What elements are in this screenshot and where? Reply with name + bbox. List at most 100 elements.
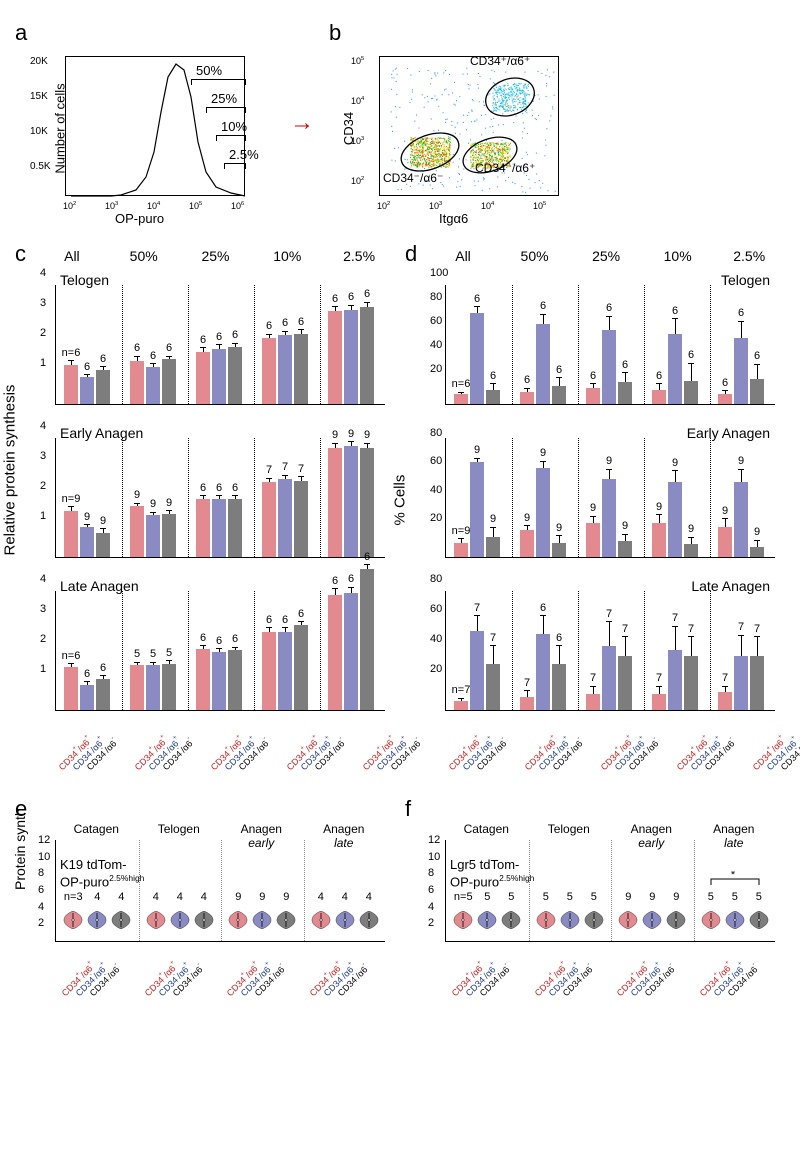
chart-area: n=666555666666666 (55, 591, 385, 711)
n-label: 5 (567, 891, 573, 903)
n-label: 6 (232, 329, 238, 341)
chart-block: 1234Telogenn=666666666666666 (15, 267, 395, 417)
bar: 6 (734, 338, 748, 404)
ytick: 1 (40, 663, 46, 675)
n-label: 6 (540, 300, 546, 312)
bar: 9 (162, 514, 176, 558)
violin-shape (500, 911, 522, 929)
n-label: 9 (625, 891, 631, 903)
n-label: 6 (688, 349, 694, 361)
n-label: 9 (524, 512, 530, 524)
divider (139, 840, 140, 941)
ytick: 80 (430, 427, 442, 439)
ytick: 4 (40, 267, 46, 279)
x-cat-group: CD34+/α6+CD34-/α6+CD34-/α6- (693, 947, 776, 1012)
bar-group: n=999 (454, 462, 500, 557)
row-1: a Number of cells 50%25%10%2.5% 20K15K10… (15, 20, 785, 226)
group-header: 10% (642, 248, 714, 264)
xtick: 105 (533, 201, 546, 211)
bar: 6 (520, 392, 534, 404)
n-label: 6 (200, 482, 206, 494)
bar-group: 999 (718, 482, 764, 557)
violin-shape (700, 911, 722, 929)
n-label: 5 (508, 891, 514, 903)
bar: 6 (360, 569, 374, 710)
group-header: 10% (251, 248, 323, 264)
group-header: 25% (570, 248, 642, 264)
ytick: 6 (428, 884, 434, 896)
bar-group: 666 (328, 569, 374, 710)
bar: 9 (486, 537, 500, 557)
panel-a-wrapper: a Number of cells 50%25%10%2.5% 20K15K10… (15, 20, 275, 226)
bar: 6 (328, 311, 342, 404)
n-label: 9 (364, 429, 370, 441)
bar-group: 555 (130, 664, 176, 711)
violin-shape (169, 911, 191, 929)
xtick: 106 (231, 201, 244, 211)
ytick: 20K (30, 56, 48, 67)
bar: 6 (668, 334, 682, 404)
bar: 6 (750, 379, 764, 404)
bar: n=6 (454, 394, 468, 404)
bar-group: 666 (718, 338, 764, 404)
divider (254, 438, 255, 557)
divider (611, 840, 612, 941)
n-label: 6 (216, 482, 222, 494)
bar-group: 999 (586, 479, 632, 557)
n-label: n=7 (452, 684, 471, 696)
n-label: 6 (364, 288, 370, 300)
n-label: 6 (332, 575, 338, 587)
bar-group: 666 (196, 499, 242, 558)
x-labels: CD34+/α6+CD34-/α6+CD34-/α6-CD34+/α6+CD34… (445, 947, 775, 1012)
xtick: 104 (147, 201, 160, 211)
violin-shape (641, 911, 663, 929)
bar: 6 (80, 685, 94, 711)
bar-group: 999 (520, 468, 566, 557)
bar: 7 (520, 697, 534, 711)
panel-b: CD34 CD34⁺/α6⁺CD34⁻/α6⁺CD34⁻/α6⁻ 1021031… (329, 46, 589, 226)
n-label: 9 (738, 455, 744, 467)
n-label: 9 (540, 447, 546, 459)
ytick: 1 (40, 357, 46, 369)
bar: 7 (734, 656, 748, 710)
bar: 6 (344, 310, 358, 405)
ytick: 10 (38, 851, 50, 863)
ytick: 40 (430, 484, 442, 496)
n-label: 7 (722, 672, 728, 684)
panel-a-xlabel: OP-puro (115, 211, 164, 226)
gate-bracket (224, 163, 246, 169)
bar: 7 (586, 694, 600, 711)
bar: 9 (684, 544, 698, 557)
gate-label: 10% (221, 119, 247, 134)
bar: 6 (470, 313, 484, 404)
bar: 9 (652, 523, 666, 557)
divider (694, 840, 695, 941)
n-label: 9 (606, 455, 612, 467)
bar: 9 (750, 547, 764, 557)
n-label: 7 (656, 672, 662, 684)
bar: 6 (130, 361, 144, 405)
panel-b-wrapper: b CD34 CD34⁺/α6⁺CD34⁻/α6⁺CD34⁻/α6⁻ 10210… (329, 20, 589, 226)
bar-group: 666 (262, 625, 308, 711)
bar-group: 777 (652, 650, 698, 710)
x-cat-group: CD34+/α6+CD34-/α6+CD34-/α6- (55, 947, 138, 1012)
violin-shape (665, 911, 687, 929)
n-label: 7 (622, 623, 628, 635)
divider (254, 591, 255, 710)
x-cat-group: CD34+/α6+CD34-/α6+CD34-/α6- (220, 947, 303, 1012)
arrow-icon: → (290, 109, 314, 137)
ytick: 4 (40, 420, 46, 432)
divider (512, 438, 513, 557)
divider (320, 591, 321, 710)
bar-group: 777 (718, 656, 764, 710)
violin-panel: CatagenTelogenAnagenearlyAnagenlateLgr5 … (405, 822, 785, 1012)
bar: 9 (536, 468, 550, 557)
ytick: 60 (430, 455, 442, 467)
violin-shape (617, 911, 639, 929)
group-header: 50% (499, 248, 571, 264)
n-label: 9 (672, 457, 678, 469)
gate-label: 25% (211, 91, 237, 106)
panel-c-label: c (15, 241, 26, 267)
violin-shape (559, 911, 581, 929)
ytick: 10K (30, 126, 48, 137)
